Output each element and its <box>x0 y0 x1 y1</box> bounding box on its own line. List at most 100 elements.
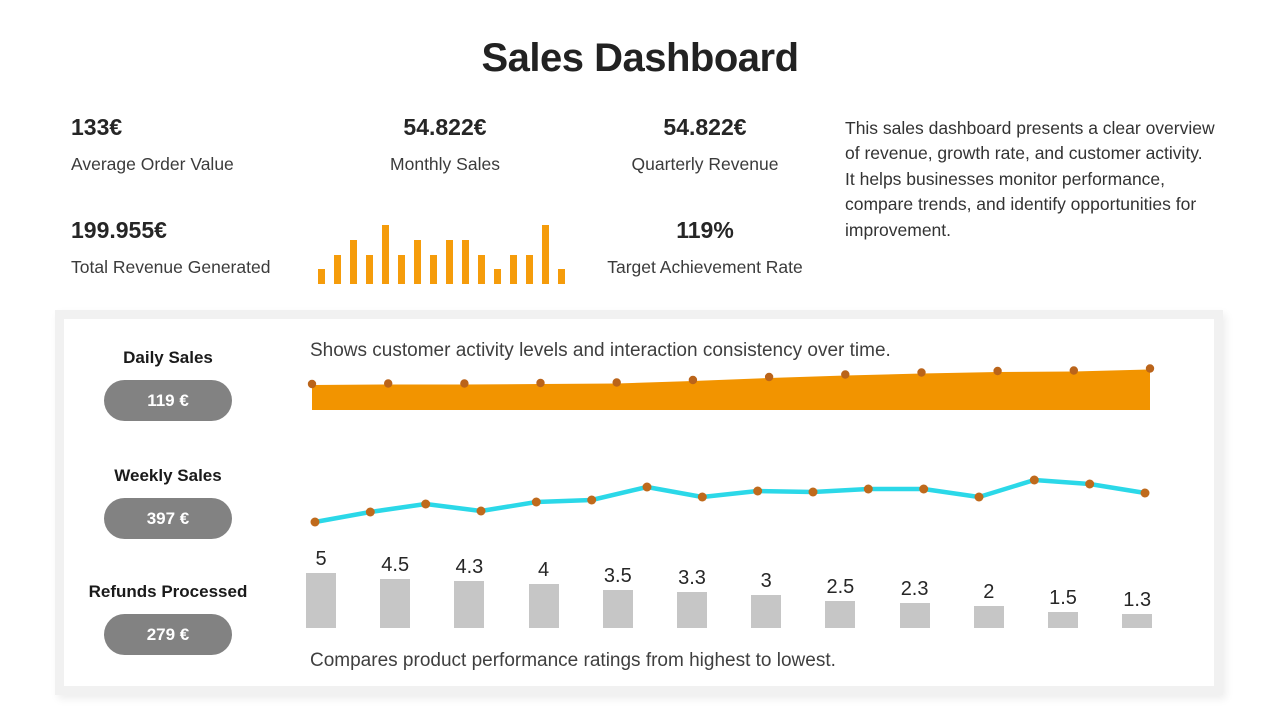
line-dot <box>365 507 375 517</box>
sparkline-bar <box>446 239 453 284</box>
stat-weekly-sales: Weekly Sales 397 € <box>58 466 278 539</box>
rating-bar <box>677 591 707 628</box>
stat-label: Daily Sales <box>123 348 213 367</box>
kpi-label: Target Achievement Rate <box>607 257 803 277</box>
line-dot <box>753 486 763 496</box>
rating-bar-group: 1.3 <box>1109 548 1165 628</box>
line-dot <box>1029 475 1039 485</box>
area-dot <box>536 378 545 388</box>
rating-bar-group: 4.5 <box>367 548 423 628</box>
monthly-sales-sparkline <box>318 222 570 284</box>
stat-value-badge: 279 € <box>104 614 232 655</box>
area-dot <box>841 370 850 379</box>
line-dot <box>642 482 652 492</box>
kpi-value: 133€ <box>71 114 123 140</box>
rating-bar <box>306 573 336 628</box>
sparkline-bar <box>334 254 341 284</box>
line-dot <box>476 506 486 516</box>
line-data-points <box>310 475 1150 527</box>
line-dot <box>310 517 320 527</box>
rating-bar-group: 2 <box>961 548 1017 628</box>
kpi-value: 54.822€ <box>403 114 487 140</box>
line-dot <box>808 487 818 497</box>
rating-bar-value-label: 5 <box>315 548 327 570</box>
rating-bar <box>454 580 485 628</box>
area-dot <box>307 379 317 389</box>
rating-bar-group: 2.3 <box>887 548 943 628</box>
stat-daily-sales: Daily Sales 119 € <box>58 348 278 421</box>
kpi-label: Average Order Value <box>71 154 234 174</box>
weekly-trend-line-chart <box>310 475 1150 527</box>
line-dot <box>919 484 929 494</box>
line-dot <box>531 497 541 507</box>
rating-bar-value-label: 1.5 <box>1049 586 1077 609</box>
rating-bar-value-label: 2 <box>983 581 995 603</box>
rating-bar <box>380 578 411 628</box>
sparkline-bar <box>318 269 325 284</box>
rating-bar-value-label: 3.5 <box>603 564 632 587</box>
area-dot <box>917 368 926 377</box>
rating-bar <box>602 589 633 628</box>
area-chart-caption: Shows customer activity levels and inter… <box>310 340 891 361</box>
trend-line <box>312 477 1148 525</box>
kpi-target-achievement: 119% Target Achievement Rate <box>575 217 835 278</box>
line-dot <box>974 492 984 502</box>
rating-bar <box>899 602 930 628</box>
sparkline-bar <box>494 269 501 284</box>
area-dot <box>688 375 698 385</box>
line-dot <box>421 499 431 509</box>
rating-bar-group: 3.5 <box>590 548 646 628</box>
rating-bar <box>528 584 559 628</box>
rating-bar-group: 4.3 <box>441 548 497 628</box>
sparkline-bar <box>478 254 485 284</box>
stat-refunds-processed: Refunds Processed 279 € <box>58 582 278 655</box>
rating-bar-group: 5 <box>293 548 349 628</box>
area-dot <box>612 378 621 387</box>
area-dot <box>460 379 469 388</box>
area-dot <box>1069 366 1078 375</box>
area-dot <box>993 366 1002 376</box>
rating-bar-value-label: 2.5 <box>826 575 855 598</box>
kpi-value: 54.822€ <box>663 114 747 140</box>
sparkline-bar <box>542 225 549 284</box>
line-dot <box>587 495 597 505</box>
stat-label: Refunds Processed <box>88 582 248 601</box>
sparkline-bar <box>350 239 357 284</box>
rating-bar <box>751 595 782 628</box>
area-data-points <box>307 364 1155 389</box>
rating-bar-value-label: 4.5 <box>381 553 410 576</box>
kpi-label: Quarterly Revenue <box>631 154 779 174</box>
rating-bar-group: 4 <box>516 548 572 628</box>
kpi-monthly-sales: 54.822€ Monthly Sales <box>330 114 560 175</box>
area-dot <box>1145 364 1155 373</box>
area-fill <box>312 369 1150 410</box>
sparkline-bar <box>398 254 405 284</box>
rating-bar-value-label: 4 <box>538 559 550 581</box>
line-dot <box>1085 479 1095 489</box>
kpi-label: Monthly Sales <box>390 154 500 174</box>
rating-bar <box>1122 613 1153 628</box>
rating-bar-group: 2.5 <box>812 548 868 628</box>
kpi-label: Total Revenue Generated <box>71 257 271 277</box>
stat-value-badge: 397 € <box>104 498 232 539</box>
page-title: Sales Dashboard <box>481 36 799 80</box>
kpi-quarterly-revenue: 54.822€ Quarterly Revenue <box>575 114 835 175</box>
product-ratings-bar-chart: 5 4.5 4.3 4 3.5 3.3 3 2.5 2.3 2 1.5 1.3 <box>306 548 1210 628</box>
stat-value-badge: 119 € <box>104 380 232 421</box>
stat-label: Weekly Sales <box>114 466 222 485</box>
sparkline-bar <box>414 239 421 284</box>
area-dot <box>764 372 774 382</box>
rating-bar-group: 3 <box>738 548 794 628</box>
sparkline-bar <box>526 254 533 284</box>
kpi-value: 119% <box>676 217 734 243</box>
kpi-total-revenue: 199.955€ Total Revenue Generated <box>71 217 270 278</box>
rating-bar <box>825 600 856 628</box>
kpi-value: 199.955€ <box>71 217 167 243</box>
customer-activity-area-chart <box>307 364 1155 410</box>
rating-bar-group: 3.3 <box>664 548 720 628</box>
charts-area: Shows customer activity levels and inter… <box>306 310 1210 695</box>
kpi-average-order-value: 133€ Average Order Value <box>71 114 234 175</box>
rating-bar-value-label: 4.3 <box>455 555 484 578</box>
sparkline-bar <box>382 225 389 284</box>
area-dot <box>384 379 393 388</box>
